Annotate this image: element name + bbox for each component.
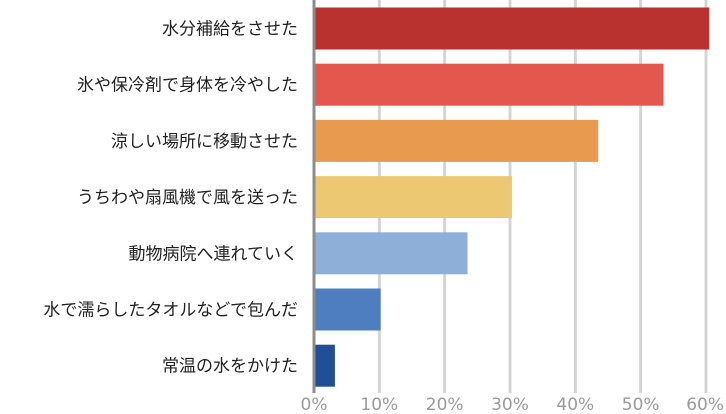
- category-label: 水分補給をさせた: [162, 20, 298, 40]
- x-tick-label: 30%: [491, 395, 529, 414]
- bar: [314, 344, 335, 387]
- category-label: 水で濡らしたタオルなどで包んだ: [43, 301, 298, 321]
- bar: [314, 7, 710, 50]
- category-label: 動物病院へ連れていく: [129, 244, 299, 264]
- x-tick-label: 40%: [556, 395, 594, 414]
- bar: [314, 119, 599, 162]
- category-label: 涼しい場所に移動させた: [111, 132, 298, 152]
- bars: [314, 7, 710, 387]
- bar: [314, 288, 381, 331]
- category-labels: 水分補給をさせた氷や保冷剤で身体を冷やした涼しい場所に移動させたうちわや扇風機で…: [43, 20, 298, 377]
- category-label: 常温の水をかけた: [162, 357, 298, 377]
- bar: [314, 232, 468, 275]
- category-label: 氷や保冷剤で身体を冷やした: [77, 76, 298, 96]
- x-tick-labels: 0% 10% 20% 30% 40% 50% 60%: [301, 395, 724, 414]
- bar: [314, 176, 512, 219]
- x-tick-label: 0%: [301, 395, 328, 414]
- x-tick-label: 60%: [686, 395, 724, 414]
- bar: [314, 63, 664, 106]
- x-tick-label: 20%: [426, 395, 464, 414]
- category-label: うちわや扇風機で風を送った: [77, 188, 298, 208]
- x-tick-label: 50%: [622, 395, 660, 414]
- x-tick-label: 10%: [360, 395, 398, 414]
